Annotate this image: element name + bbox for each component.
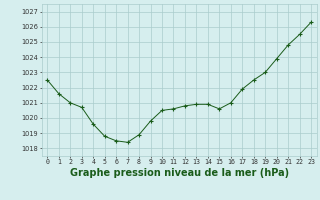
X-axis label: Graphe pression niveau de la mer (hPa): Graphe pression niveau de la mer (hPa) (70, 168, 289, 178)
